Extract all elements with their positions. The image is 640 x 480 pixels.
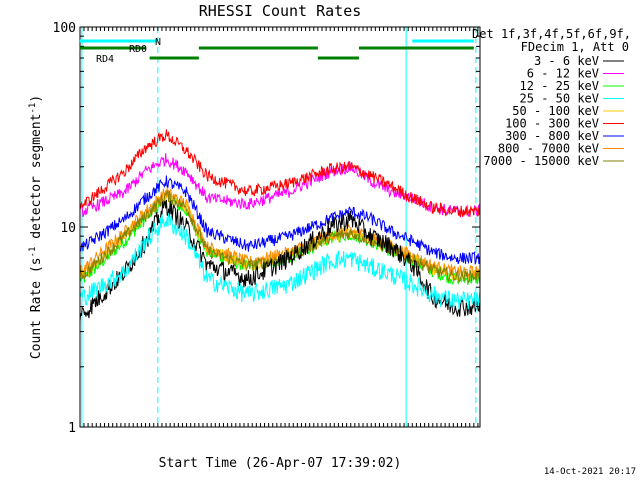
- x-axis-label: Start Time (26-Apr-07 17:39:02): [159, 456, 402, 471]
- y-axis-label-superscript: -1: [28, 103, 38, 114]
- legend: Det 1f,3f,4f,5f,6f,9f, FDecim 1, Att 0 3…: [472, 27, 631, 168]
- y-axis-label: Count Rate (s-1 detector segment-1): [28, 95, 44, 359]
- legend-entry-label: 300 - 800 keV: [505, 129, 599, 143]
- legend-entry-label: 3 - 6 keV: [534, 54, 599, 68]
- legend-header: Det 1f,3f,4f,5f,6f,9f,: [472, 27, 631, 41]
- legend-entry-label: 12 - 25 keV: [520, 79, 599, 93]
- y-tick-label: 1: [68, 421, 76, 436]
- series-line-25-50keV: [79, 212, 481, 310]
- flag-label-RD4: RD4: [96, 54, 114, 65]
- flag-label-RD0: RD0: [129, 44, 147, 55]
- plot-area: [79, 27, 481, 427]
- y-axis-label-part: Count Rate (s: [29, 257, 44, 359]
- legend-entry-label: 100 - 300 keV: [505, 117, 599, 131]
- series-line-3-6keV: [79, 199, 481, 322]
- timestamp: 14-Oct-2021 20:17: [544, 467, 636, 477]
- y-axis-label-superscript: -1: [28, 247, 38, 258]
- legend-entry-label: 25 - 50 keV: [520, 92, 599, 106]
- axes: 17:4518:0018:1518:3018:4519:0019:1511010…: [53, 21, 481, 436]
- legend-entry-label: 6 - 12 keV: [527, 67, 599, 81]
- legend-header: FDecim 1, Att 0: [521, 40, 629, 54]
- flag-label-N: N: [155, 37, 161, 48]
- series-line-300-800keV: [79, 175, 481, 265]
- y-axis-label-part: ): [29, 95, 44, 103]
- chart-title: RHESSI Count Rates: [199, 2, 362, 20]
- legend-entry-label: 50 - 100 keV: [512, 104, 599, 118]
- y-tick-label: 10: [60, 221, 76, 236]
- y-tick-label: 100: [53, 21, 76, 36]
- legend-entry-label: 7000 - 15000 keV: [483, 154, 599, 168]
- legend-entry-label: 800 - 7000 keV: [498, 142, 599, 156]
- y-axis-label-part: detector segment: [29, 114, 44, 247]
- series-line-100-300keV: [79, 129, 481, 218]
